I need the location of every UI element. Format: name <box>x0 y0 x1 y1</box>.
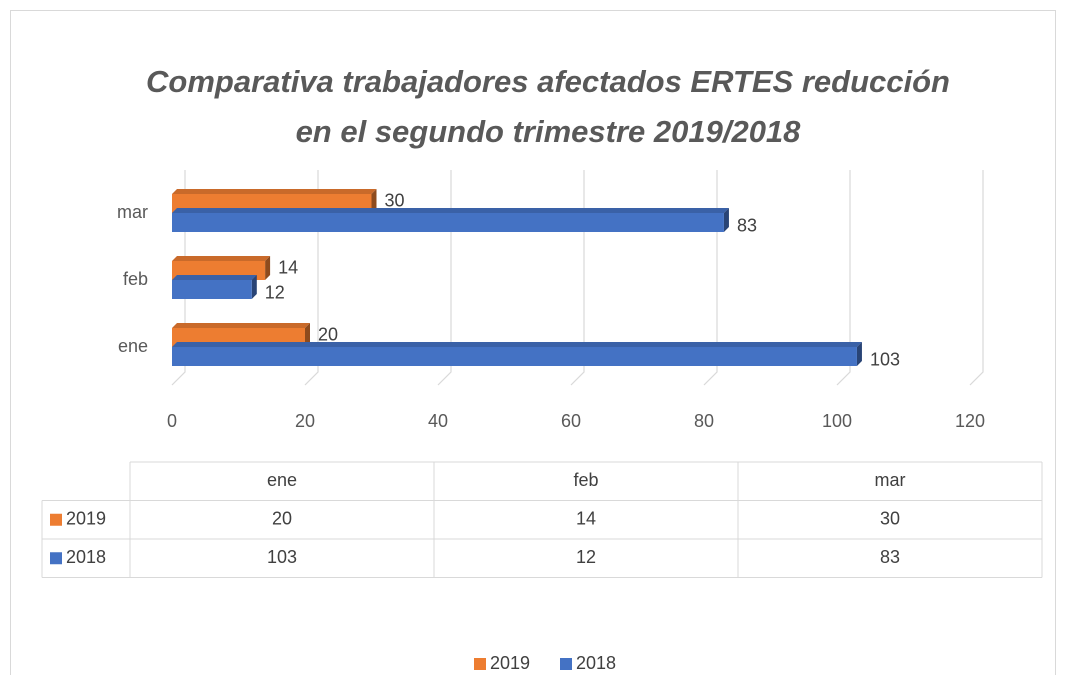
data-label: 103 <box>870 349 900 369</box>
table-cell: 20 <box>272 509 292 529</box>
x-tick-label: 120 <box>955 411 985 431</box>
table-legend-key <box>50 552 62 565</box>
grid-line <box>171 170 186 386</box>
legend-key <box>560 658 572 670</box>
y-tick-label: ene <box>118 336 148 356</box>
x-tick-label: 100 <box>822 411 852 431</box>
data-label: 20 <box>318 324 338 344</box>
grid-line <box>969 170 984 386</box>
y-tick-label: feb <box>123 269 148 289</box>
bar-top <box>172 342 862 347</box>
x-tick-label: 40 <box>428 411 448 431</box>
bar-side <box>723 208 729 232</box>
bar <box>172 347 857 366</box>
data-label: 12 <box>265 282 285 302</box>
x-tick-label: 60 <box>561 411 581 431</box>
bar-top <box>172 208 729 213</box>
chart-title: en el segundo trimestre 2019/2018 <box>296 114 802 149</box>
table-legend-key <box>50 513 62 526</box>
table-cell: 103 <box>267 547 297 567</box>
bar-side <box>305 323 310 347</box>
legend-label: 2018 <box>576 653 616 673</box>
table-header: feb <box>573 470 598 490</box>
table-cell: 83 <box>880 547 900 567</box>
bar <box>172 213 724 232</box>
bar-side <box>856 342 862 366</box>
table-row-label: 2018 <box>66 547 106 567</box>
table-header: mar <box>875 470 906 490</box>
grid-line <box>703 170 718 386</box>
table-cell: 30 <box>880 509 900 529</box>
chart-title: Comparativa trabajadores afectados ERTES… <box>146 64 950 99</box>
bar-top <box>172 275 257 280</box>
x-tick-label: 20 <box>295 411 315 431</box>
data-label: 83 <box>737 215 757 235</box>
data-label: 30 <box>385 190 405 210</box>
table-header: ene <box>267 470 297 490</box>
y-tick-label: mar <box>117 202 148 222</box>
data-label: 14 <box>278 257 298 277</box>
bar-side <box>265 256 271 280</box>
table-cell: 14 <box>576 509 596 529</box>
table-row-label: 2019 <box>66 509 106 529</box>
bar-top <box>172 256 271 261</box>
x-tick-label: 80 <box>694 411 714 431</box>
bar <box>172 280 252 299</box>
bar-top <box>172 323 310 328</box>
x-tick-label: 0 <box>167 411 177 431</box>
table-cell: 12 <box>576 547 596 567</box>
legend-key <box>474 658 486 670</box>
grid-line <box>836 170 851 386</box>
bar-side <box>371 189 377 213</box>
bar-side <box>251 275 257 299</box>
bar-top <box>172 189 377 194</box>
grid-line <box>437 170 452 386</box>
legend-label: 2019 <box>490 653 530 673</box>
grid-line <box>570 170 585 386</box>
grid-line <box>304 170 319 386</box>
